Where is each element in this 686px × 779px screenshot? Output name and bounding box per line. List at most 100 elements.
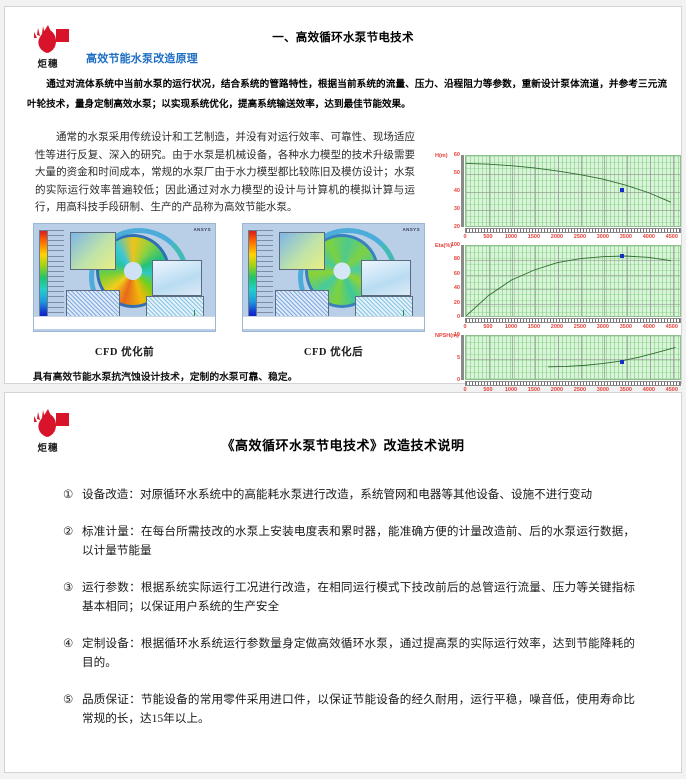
section-subtitle: 高效节能水泵改造原理 xyxy=(86,53,198,65)
gridline-horizontal xyxy=(466,289,680,291)
chart-efficiency-xtick: 0 xyxy=(463,324,467,330)
chart-efficiency-ytick: 40 xyxy=(453,285,460,292)
pump-curve-charts: H(m) 60 50 40 30 20 0 500 1000 1500 2000 2500 3000… xyxy=(435,152,681,398)
detail-inset-top xyxy=(279,232,325,270)
gridline-vertical xyxy=(488,246,490,316)
chart-efficiency-ytick: 100 xyxy=(450,242,460,248)
gridline-vertical xyxy=(557,156,559,226)
chart-head-xtick: 0 xyxy=(463,234,467,240)
chart-efficiency-curve xyxy=(466,246,680,316)
chart-head-xtick: 4000 xyxy=(642,234,655,240)
brand-logo: 炬穗 xyxy=(19,23,77,70)
chart-head-ylabel: H(m) xyxy=(435,153,448,159)
chart-npsh-xtick: 1000 xyxy=(504,387,518,393)
gridline-vertical xyxy=(534,156,536,226)
chart-npsh-ylabel: NPSH(m) xyxy=(435,333,459,339)
gridline-vertical xyxy=(557,246,559,316)
cavitation-note: 具有高效节能水泵抗汽蚀设计技术，定制的水泵可靠、稳定。 xyxy=(33,372,298,383)
logo-square-icon xyxy=(56,29,69,42)
brand-logo: 炬穗 xyxy=(19,407,77,454)
note-item-number: ② xyxy=(63,524,74,538)
colorbar-legend xyxy=(39,230,48,320)
gridline-vertical xyxy=(626,336,628,379)
slide-technical-notes: 炬穗 《高效循环水泵节电技术》改造技术说明 ① 设备改造：对原循环水系统中的高能耗… xyxy=(4,392,682,773)
colorbar-legend xyxy=(248,230,257,320)
note-item-number: ① xyxy=(63,488,74,501)
gridline-vertical xyxy=(626,156,628,226)
note-item-number: ④ xyxy=(63,636,74,650)
detail-inset-top xyxy=(70,232,116,270)
gridline-vertical xyxy=(511,246,513,316)
cfd-caption-before: CFD 优化前 xyxy=(94,347,155,358)
brand-name: 炬穗 xyxy=(37,443,59,454)
gridline-vertical xyxy=(649,246,651,316)
chart-efficiency-ylabel: Eta(%) xyxy=(435,243,453,249)
gridline-vertical xyxy=(672,246,674,316)
chart-npsh: NPSH(m) 10 5 0 0 500 1000 1500 2000 2500 3000 350… xyxy=(435,332,681,395)
flame-logo-icon xyxy=(25,23,71,57)
page-title: 一、高效循环水泵节电技术 xyxy=(272,32,414,44)
chart-npsh-ytick: 5 xyxy=(456,354,460,361)
chart-efficiency-xticks: 050010001500200025003000350040004500l/S xyxy=(463,323,681,332)
chart-npsh-curve xyxy=(466,336,680,379)
chart-efficiency-xtick: 2500 xyxy=(573,324,587,330)
detail-inset-right xyxy=(152,260,202,296)
chart-head-ytick: 50 xyxy=(453,170,460,176)
gridline-horizontal xyxy=(466,274,680,276)
note-item-text: 运行参数：根据系统实际运行工况进行改造，在相同运行模式下技改前后的总管运行流量、… xyxy=(82,580,635,614)
gridline-vertical xyxy=(603,336,605,379)
gridline-horizontal xyxy=(466,303,680,305)
chart-efficiency-yaxis xyxy=(461,245,464,317)
gridline-vertical xyxy=(603,156,605,226)
chart-npsh-xtick: 500 xyxy=(483,387,493,393)
gridline-horizontal xyxy=(466,192,680,193)
chart-efficiency-ytick: 80 xyxy=(453,256,460,263)
chart-efficiency-xtick: 500 xyxy=(483,324,493,330)
ansys-watermark: ANSYS xyxy=(193,227,211,232)
chart-head-curve xyxy=(466,156,680,226)
chart-head-yaxis xyxy=(461,155,464,227)
cfd-image-before: ANSYS xyxy=(33,223,216,332)
gridline-vertical xyxy=(580,336,582,379)
chart-npsh-xtick: 4000 xyxy=(642,387,655,393)
chart-efficiency: Eta(%) 100 80 60 40 20 0 0 500 1000 1500 2000 2500… xyxy=(435,242,681,332)
chart-npsh-xtick: 3000 xyxy=(596,387,609,393)
gridline-horizontal xyxy=(466,210,680,211)
chart-efficiency-plot xyxy=(465,245,681,317)
chart-npsh-ytick: 10 xyxy=(453,332,460,338)
technical-notes-list: ① 设备改造：对原循环水系统中的高能耗水泵进行改造，系统管网和电器等其他设备、设施… xyxy=(63,485,635,746)
gridline-horizontal xyxy=(466,358,680,360)
flame-logo-icon xyxy=(25,407,71,441)
chart-efficiency-operating-point xyxy=(620,254,625,259)
chart-efficiency-xtick: 2000 xyxy=(550,324,564,330)
gridline-vertical xyxy=(580,156,582,226)
gridline-vertical xyxy=(488,336,490,379)
chart-npsh-xaxis xyxy=(465,381,681,386)
chart-head-ytick: 20 xyxy=(453,224,460,230)
note-item: ③ 运行参数：根据系统实际运行工况进行改造，在相同运行模式下技改前后的总管运行流量… xyxy=(63,578,635,617)
chart-npsh-xtick: 1500 xyxy=(527,387,541,393)
chart-head-xtick: 2500 xyxy=(573,234,587,240)
gridline-vertical xyxy=(488,156,490,226)
gridline-vertical xyxy=(557,336,559,379)
chart-npsh-xticks: 050010001500200025003000350040004500l/S xyxy=(463,386,681,395)
cfd-image-after: ANSYS xyxy=(242,223,425,332)
chart-head-xtick: 4500 xyxy=(665,234,678,240)
chart-npsh-xtick: 0 xyxy=(463,387,467,393)
chart-head-xaxis xyxy=(465,228,681,233)
chart-npsh-xtick: 2500 xyxy=(573,387,587,393)
brand-name: 炬穗 xyxy=(37,59,59,70)
chart-efficiency-xtick: 4500 xyxy=(665,324,678,330)
gridline-horizontal xyxy=(466,260,680,262)
gridline-vertical xyxy=(672,156,674,226)
note-item-number: ③ xyxy=(63,580,74,594)
note-item-text: 定制设备：根据循环水系统运行参数量身定做高效循环水泵，通过提高泵的实际运行效率，… xyxy=(82,636,635,670)
gridline-vertical xyxy=(511,156,513,226)
cfd-footer-bar xyxy=(34,316,215,329)
chart-npsh-xtick: 2000 xyxy=(550,387,564,393)
notes-title: 《高效循环水泵节电技术》改造技术说明 xyxy=(221,438,465,453)
gridline-vertical xyxy=(511,336,513,379)
chart-head-ytick: 40 xyxy=(453,188,460,194)
chart-head-operating-point xyxy=(620,187,625,192)
